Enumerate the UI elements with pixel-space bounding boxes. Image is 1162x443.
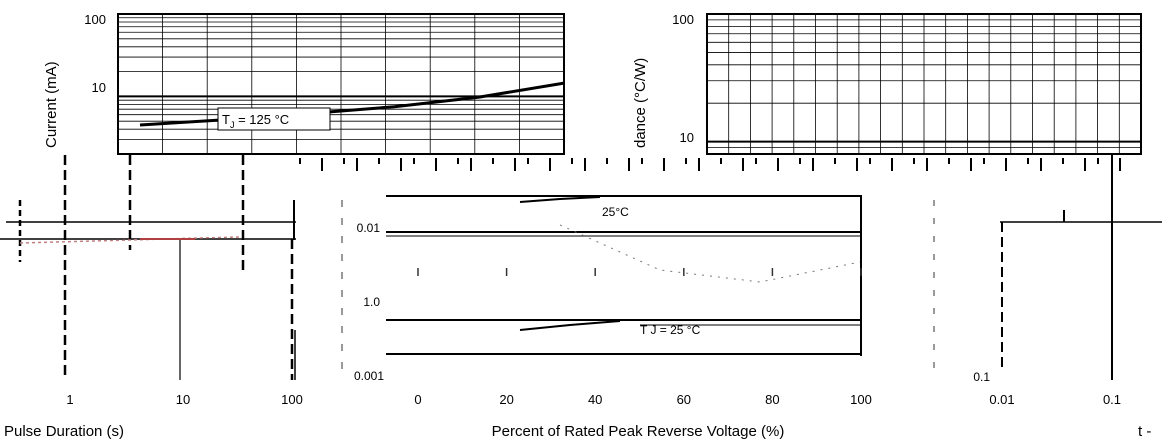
y-tick-label: 0.01 <box>357 221 381 235</box>
y-tick-label: 1.0 <box>363 295 380 309</box>
chart-transient: 0.01 0.1 0.1 t - <box>973 155 1162 440</box>
x-axis-label: Percent of Rated Peak Reverse Voltage (%… <box>492 423 785 440</box>
y-axis-label: Current (mA) <box>43 61 60 148</box>
chart-reverse-voltage: 25°C T J = 25 °C 0.01 1.0 0.001 0 20 40 60 8… <box>354 195 872 440</box>
y-tick-label: 10 <box>92 80 106 95</box>
x-tick-label: 40 <box>588 392 602 407</box>
y-axis-label: dance (°C/W) <box>632 58 649 148</box>
x-axis-label: Pulse Duration (s) <box>4 423 124 440</box>
series-line <box>559 224 861 283</box>
x-tick-labels: 0 20 40 60 80 100 <box>414 268 872 407</box>
series <box>139 81 565 127</box>
x-tick-label: 100 <box>850 392 872 407</box>
annotation-lower: T J = 25 °C <box>640 323 701 337</box>
x-tick-label: 20 <box>499 392 513 407</box>
chart-pulse-duration: 1 10 100 Pulse Duration (s) <box>0 155 303 440</box>
series-line <box>519 196 601 203</box>
y-tick-label: 0.1 <box>973 370 990 384</box>
x-tick-label: 60 <box>677 392 691 407</box>
scan-artifacts <box>299 158 1121 369</box>
series-line <box>519 320 621 331</box>
vertical-lines <box>18 155 296 380</box>
gridlines <box>707 14 1141 154</box>
annotation-temperature: TJ = 125 °C <box>222 112 289 130</box>
x-tick-label: 10 <box>176 392 190 407</box>
x-tick-label: 80 <box>765 392 779 407</box>
x-tick-label: 0.01 <box>989 392 1014 407</box>
annotation-box <box>217 107 331 131</box>
annotation-upper: 25°C <box>602 205 629 219</box>
y-tick-label: 10 <box>680 130 694 145</box>
y-tick-label: 100 <box>84 12 106 27</box>
gridlines <box>118 14 564 154</box>
x-axis-label: t - <box>1138 423 1151 440</box>
x-tick-label: 100 <box>281 392 303 407</box>
series-line <box>139 81 565 127</box>
x-tick-label: 0 <box>414 392 421 407</box>
chart-current: 100 10 Current (mA) TJ = 125 °C <box>43 12 565 155</box>
x-tick-label: 1 <box>66 392 73 407</box>
chart-impedance: 100 10 dance (°C/W) <box>632 12 1142 155</box>
x-tick-label: 0.1 <box>1103 392 1121 407</box>
y-tick-label: 100 <box>672 12 694 27</box>
y-tick-label: 0.001 <box>354 369 384 383</box>
